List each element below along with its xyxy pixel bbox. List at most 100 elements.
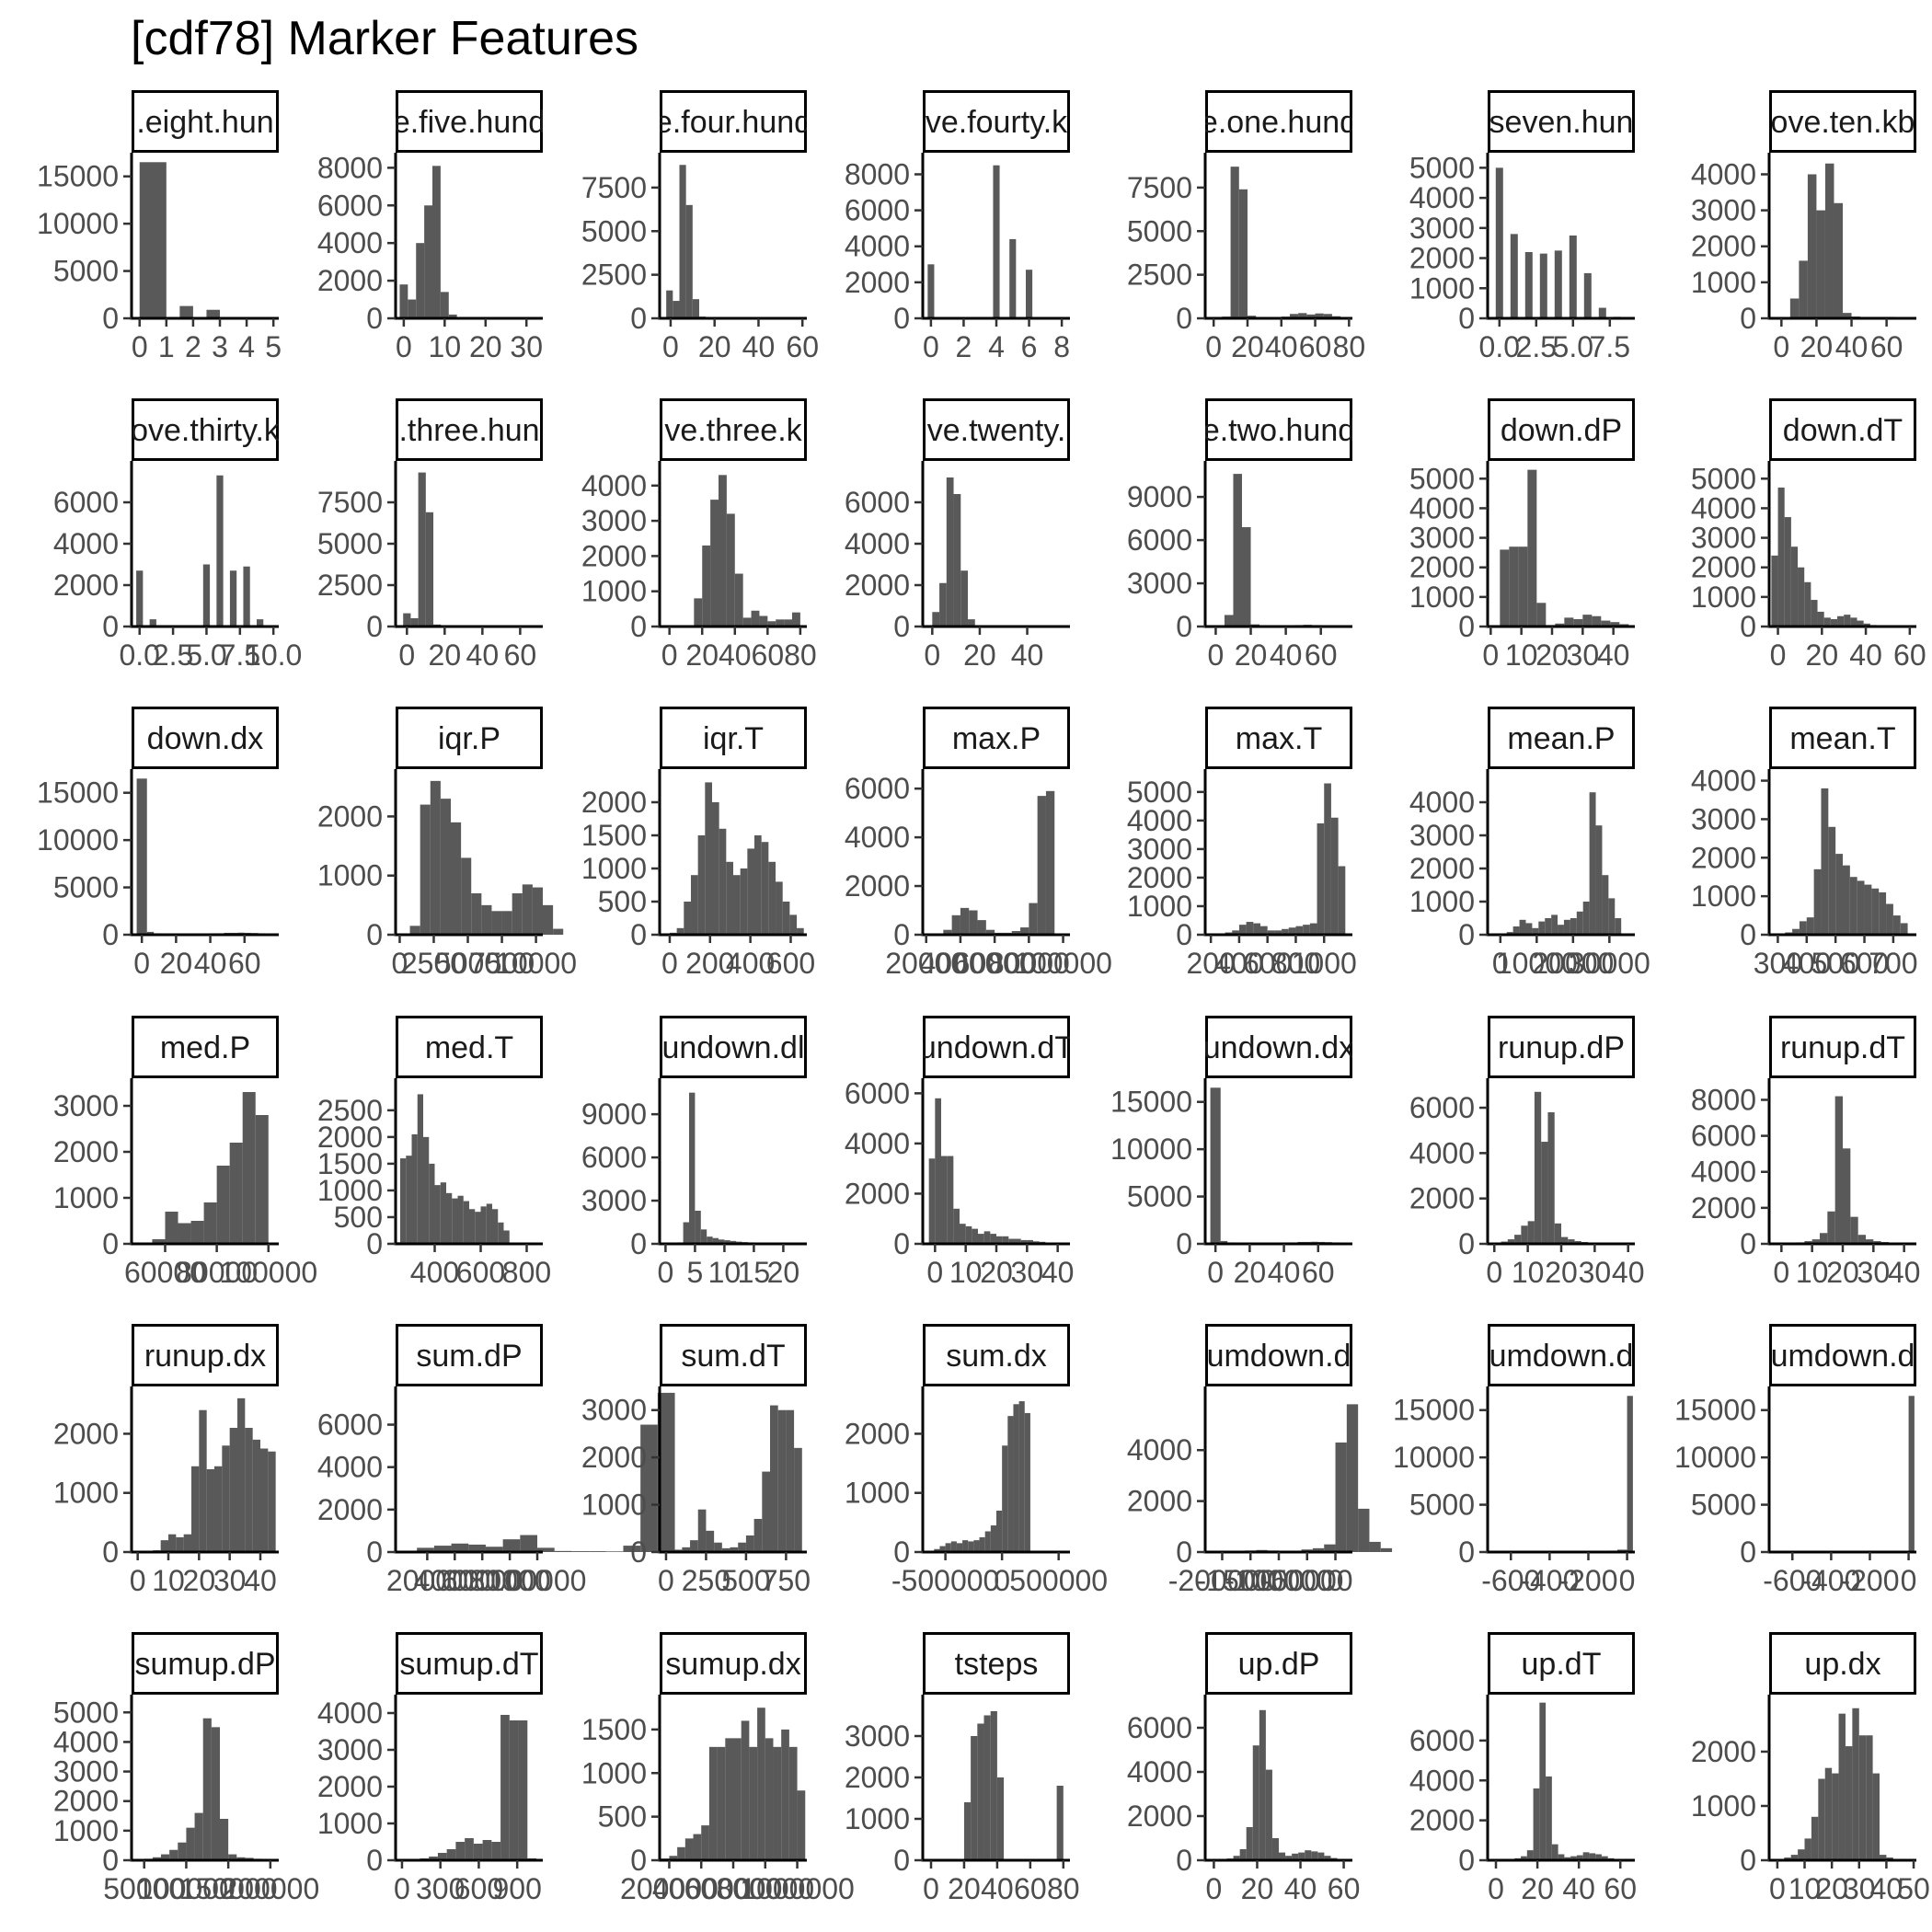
histogram-bar xyxy=(730,1240,737,1244)
x-tick-label: 1000 xyxy=(1292,947,1357,980)
histogram-bar xyxy=(408,299,417,318)
histogram-bar xyxy=(1886,903,1893,935)
histogram-bar xyxy=(946,477,954,627)
histogram-bar xyxy=(792,612,800,627)
y-tick-label: 4000 xyxy=(317,1696,383,1730)
x-tick-label: 7.5 xyxy=(220,638,260,672)
x-tick-label: -200 xyxy=(1840,1564,1899,1597)
x-tick-label: 40 xyxy=(981,1872,1014,1905)
facet-panel: tsteps 0 1000 2000 3000 0 20 40 60 80 xyxy=(845,1632,1080,1905)
facet-strip-box xyxy=(660,1632,807,1695)
histogram-bar xyxy=(1521,1225,1528,1244)
y-tick-label: 0 xyxy=(1458,918,1475,951)
histogram-bar xyxy=(1238,925,1247,935)
histogram-bar xyxy=(260,1448,269,1552)
histogram-bar xyxy=(971,1736,978,1860)
x-tick-label: 0 xyxy=(396,330,412,363)
facet-strip-label: ve.twenty. xyxy=(927,413,1066,448)
y-tick-label: 3000 xyxy=(1691,194,1756,227)
y-tick-label: 9000 xyxy=(581,1098,647,1131)
histogram-bar xyxy=(522,884,533,935)
facet-panel: sum.dP0200040006000200004000060000800001… xyxy=(317,1324,675,1597)
histogram-bar xyxy=(409,926,420,935)
facet-strip-label: undown.dx xyxy=(1203,1030,1354,1065)
facet-strip-box xyxy=(1488,1324,1635,1386)
histogram-bar xyxy=(1538,921,1546,935)
facet-strip-box xyxy=(1488,707,1635,769)
histogram-bar xyxy=(168,1534,177,1552)
facet-strip-label: ve.fourty.k xyxy=(926,105,1068,140)
histogram-bar xyxy=(202,564,211,627)
histogram-bar xyxy=(1834,1096,1843,1244)
histogram-bar xyxy=(1539,253,1547,318)
facet-strip-label: sumup.dT xyxy=(399,1647,538,1682)
histogram-bar xyxy=(1798,1849,1805,1860)
x-tick-label: 40 xyxy=(466,638,500,672)
histogram-bar xyxy=(589,1551,606,1552)
histogram-bar xyxy=(437,1853,447,1860)
histogram-bar xyxy=(1601,1856,1608,1860)
histogram-bar xyxy=(1892,915,1901,935)
histogram-bar xyxy=(1830,618,1838,627)
x-tick-label: 4 xyxy=(238,330,255,363)
histogram-bar xyxy=(1595,825,1603,935)
facet-strip-box xyxy=(923,90,1070,153)
y-tick-label: 10000 xyxy=(1110,1133,1192,1166)
histogram-bar xyxy=(730,1547,739,1552)
y-tick-label: 5000 xyxy=(53,255,119,288)
histogram-bar xyxy=(1380,1547,1393,1552)
histogram-bar xyxy=(993,165,1000,318)
histogram-bar xyxy=(1828,826,1836,935)
histogram-bar xyxy=(941,1156,948,1244)
histogram-bar xyxy=(695,1211,701,1244)
y-tick-label: 2000 xyxy=(317,1770,383,1803)
histogram-bar xyxy=(1015,1238,1021,1244)
y-tick-label: 3000 xyxy=(53,1089,119,1122)
y-tick-label: 2000 xyxy=(1691,841,1756,874)
histogram-bar xyxy=(777,1409,787,1552)
histogram-bar xyxy=(216,475,224,627)
y-tick-label: 0 xyxy=(630,1844,647,1877)
histogram-bar xyxy=(1576,1855,1583,1860)
y-tick-label: 5000 xyxy=(1127,1180,1192,1213)
histogram-bar xyxy=(1338,866,1346,935)
x-tick-label: 2.5 xyxy=(153,638,193,672)
x-tick-label: 200 xyxy=(685,947,734,980)
histogram-bar xyxy=(228,1854,237,1860)
y-tick-label: 0 xyxy=(1458,1844,1475,1877)
histogram-bar xyxy=(745,1535,754,1552)
histogram-bar xyxy=(1317,1852,1325,1860)
histogram-bar xyxy=(749,1746,758,1860)
histogram-bar xyxy=(1857,1235,1866,1244)
histogram-bar xyxy=(165,1212,178,1244)
histogram-bar xyxy=(416,243,425,318)
y-tick-label: 0 xyxy=(366,610,383,643)
x-tick-label: 20 xyxy=(1545,1256,1578,1289)
y-tick-label: 3000 xyxy=(1691,802,1756,835)
histogram-bar xyxy=(1834,202,1843,318)
y-tick-label: 10000 xyxy=(37,207,119,240)
histogram-bar xyxy=(183,1534,191,1552)
y-tick-label: 2000 xyxy=(1127,1800,1192,1833)
y-tick-label: 2000 xyxy=(1691,1191,1756,1225)
x-tick-label: 0 xyxy=(1208,638,1225,672)
x-tick-label: -50000 xyxy=(1261,1564,1353,1597)
facet-strip-box xyxy=(1488,398,1635,461)
histogram-bar xyxy=(985,929,995,935)
y-tick-label: 1000 xyxy=(581,575,647,608)
histogram-bar xyxy=(1524,252,1533,318)
histogram-bar xyxy=(1305,1850,1312,1860)
x-tick-label: 50000 xyxy=(103,1872,185,1905)
y-tick-label: 0 xyxy=(1176,918,1192,951)
histogram-bar xyxy=(1817,611,1824,627)
histogram-bar xyxy=(692,299,699,318)
x-tick-label: -400 xyxy=(1520,1564,1579,1597)
y-tick-label: 0 xyxy=(630,610,647,643)
y-tick-label: 500 xyxy=(598,885,647,918)
x-tick-label: 600 xyxy=(1243,947,1292,980)
histogram-bar xyxy=(1011,931,1021,935)
histogram-bar xyxy=(1570,918,1577,935)
histogram-bar xyxy=(939,582,947,627)
histogram-bar xyxy=(1324,1856,1331,1860)
